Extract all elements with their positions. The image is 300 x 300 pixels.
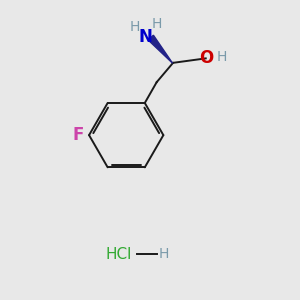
Text: F: F xyxy=(73,126,84,144)
Text: N: N xyxy=(139,28,152,46)
Text: H: H xyxy=(129,20,140,34)
Text: HCl: HCl xyxy=(106,247,132,262)
Text: H: H xyxy=(217,50,227,64)
Text: O: O xyxy=(199,49,213,67)
Text: H: H xyxy=(158,247,169,261)
Text: H: H xyxy=(152,17,162,31)
Polygon shape xyxy=(148,35,172,63)
